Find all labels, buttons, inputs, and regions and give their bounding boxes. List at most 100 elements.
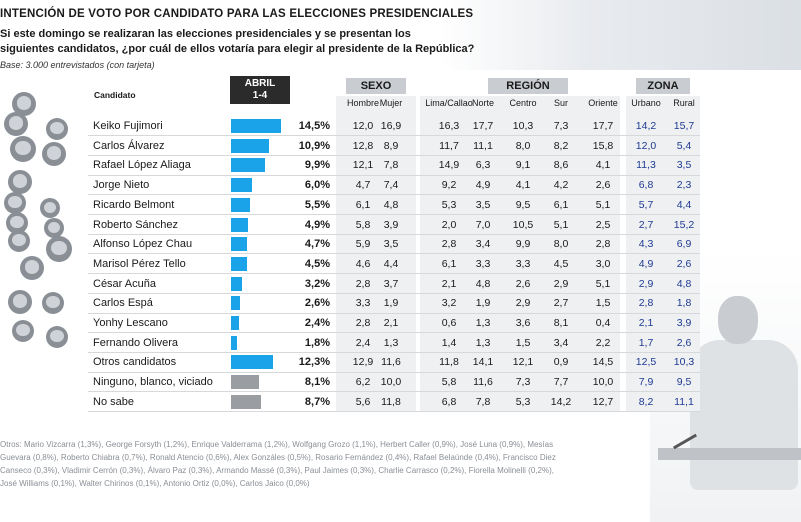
candidate-name: Ricardo Belmont xyxy=(93,198,175,211)
table-row: César Acuña 3,2% 2,8 3,7 2,1 4,8 2,6 2,9 5,1 2,9 4… xyxy=(0,274,700,294)
table-cell: 4,8 xyxy=(676,277,692,290)
table-cell: 2,1 xyxy=(383,317,399,329)
candidate-name: No sabe xyxy=(93,395,134,408)
table-cell: 5,3 xyxy=(441,198,457,211)
table-cell: 8,2 xyxy=(638,395,654,408)
table-cell: 1,3 xyxy=(383,336,399,349)
candidate-photo xyxy=(8,290,32,314)
candidate-name: Fernando Olivera xyxy=(93,336,178,349)
candidate-name: Rafael López Aliaga xyxy=(93,159,191,172)
table-cell: 7,3 xyxy=(553,120,569,132)
vote-percentage: 6,0% xyxy=(304,179,330,192)
table-cell: 12,9 xyxy=(352,356,374,369)
table-cell: 5,7 xyxy=(638,198,654,211)
group-label-zona: ZONA xyxy=(636,78,690,94)
table-cell: 1,5 xyxy=(515,336,531,349)
table-cell: 2,4 xyxy=(355,336,371,349)
table-cell: 6,8 xyxy=(441,395,457,408)
table-cell: 11,1 xyxy=(473,139,493,152)
vote-bar xyxy=(231,394,261,409)
vote-bar xyxy=(231,276,243,291)
table-cell: 5,1 xyxy=(595,198,611,211)
vote-percentage: 1,8% xyxy=(304,336,330,349)
vote-bar xyxy=(231,316,240,330)
table-cell: 4,4 xyxy=(383,257,399,270)
candidate-name: Alfonso López Chau xyxy=(93,238,193,251)
table-cell: 3,3 xyxy=(475,257,491,270)
row-separator xyxy=(88,273,700,275)
candidate-photo xyxy=(42,292,64,314)
illustration-desk xyxy=(658,448,801,460)
table-cell: 1,9 xyxy=(475,297,491,310)
table-cell: 14,5 xyxy=(592,356,614,369)
table-row: Otros candidatos 12,3% 12,9 11,6 11,8 14,1 12,… xyxy=(0,352,700,372)
table-row: Ricardo Belmont 5,5% 6,1 4,8 5,3 3,5 9,5 6,1 5,1… xyxy=(0,195,700,215)
table-cell: 10,0 xyxy=(380,376,402,389)
vote-percentage: 14,5% xyxy=(298,120,330,132)
vote-bar xyxy=(231,296,240,311)
candidate-photo xyxy=(44,218,64,238)
table-cell: 11,1 xyxy=(674,395,694,408)
table-cell: 7,0 xyxy=(475,218,491,231)
table-cell: 3,5 xyxy=(676,159,692,172)
candidate-name: Roberto Sánchez xyxy=(93,218,178,231)
column-header-oriente: Oriente xyxy=(588,98,618,108)
table-cell: 2,2 xyxy=(595,336,611,349)
vote-bar xyxy=(231,197,250,212)
table-cell: 4,8 xyxy=(383,198,399,211)
table-cell: 3,9 xyxy=(383,218,399,231)
candidate-photo xyxy=(46,118,68,140)
sample-base: Base: 3.000 entrevistados (con tarjeta) xyxy=(0,60,155,70)
vote-percentage: 3,2% xyxy=(304,277,330,290)
table-cell: 7,3 xyxy=(515,376,531,389)
table-cell: 2,6 xyxy=(595,179,611,192)
illustration-man-body xyxy=(690,340,798,490)
table-row: Alfonso López Chau 4,7% 5,9 3,5 2,8 3,4 9,9 8,0… xyxy=(0,234,700,254)
row-separator xyxy=(88,371,700,373)
table-cell: 4,6 xyxy=(355,257,371,270)
table-cell: 6,9 xyxy=(676,238,692,251)
table-cell: 17,7 xyxy=(592,120,614,132)
vote-percentage: 2,6% xyxy=(304,297,330,310)
row-separator xyxy=(88,332,700,334)
table-cell: 3,3 xyxy=(515,257,531,270)
vote-percentage: 12,3% xyxy=(298,356,330,369)
row-separator xyxy=(88,233,700,235)
vote-bar xyxy=(231,256,247,271)
table-cell: 6,1 xyxy=(441,257,457,270)
table-cell: 2,7 xyxy=(553,297,569,310)
table-cell: 3,2 xyxy=(441,297,457,310)
table-cell: 9,5 xyxy=(515,198,531,211)
row-separator xyxy=(88,214,700,215)
group-label-region: REGIÓN xyxy=(488,78,568,94)
vote-percentage: 8,7% xyxy=(304,395,330,408)
candidate-photo xyxy=(4,192,26,214)
candidate-name: César Acuña xyxy=(93,277,156,290)
table-cell: 2,9 xyxy=(638,277,654,290)
table-cell: 11,3 xyxy=(636,159,656,172)
table-cell: 1,5 xyxy=(595,297,611,310)
table-cell: 4,5 xyxy=(553,257,569,270)
table-cell: 4,9 xyxy=(638,257,654,270)
table-cell: 7,8 xyxy=(383,159,399,172)
row-separator xyxy=(88,312,700,314)
table-cell: 10,3 xyxy=(512,120,534,132)
table-cell: 3,3 xyxy=(355,297,371,310)
table-cell: 3,4 xyxy=(553,336,569,349)
vote-bar xyxy=(231,237,248,252)
table-cell: 2,6 xyxy=(515,277,531,290)
table-cell: 11,6 xyxy=(473,376,493,389)
row-separator xyxy=(88,253,700,255)
candidate-photo xyxy=(4,112,28,136)
table-cell: 5,9 xyxy=(355,238,371,251)
column-header-sur: Sur xyxy=(553,98,568,108)
table-cell: 7,9 xyxy=(638,376,654,389)
question-line-2: siguientes candidatos, ¿por cuál de ello… xyxy=(0,43,475,55)
table-cell: 3,4 xyxy=(475,238,491,251)
table-cell: 2,1 xyxy=(441,277,457,290)
table-cell: 2,8 xyxy=(355,277,371,290)
table-cell: 2,6 xyxy=(676,257,692,270)
table-cell: 15,2 xyxy=(673,218,695,231)
table-cell: 15,7 xyxy=(673,120,695,132)
candidate-name: Otros candidatos xyxy=(93,356,177,369)
